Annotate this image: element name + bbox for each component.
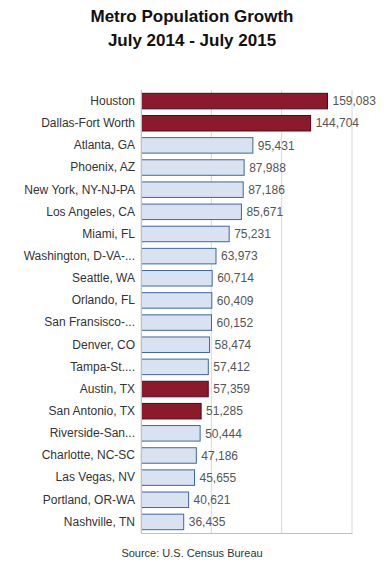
grid-line: [141, 90, 142, 533]
y-tick-label: New York, NY-NJ-PA: [24, 183, 135, 197]
chart-svg: Metro Population Growth July 2014 - July …: [0, 0, 384, 577]
data-label: 87,988: [249, 161, 286, 175]
y-tick: Los Angeles, CA: [46, 205, 141, 219]
x-axis-line: [142, 533, 353, 534]
data-label: 40,621: [194, 493, 231, 507]
y-tick-label: Portland, OR-WA: [43, 493, 135, 507]
y-tick: San Fransisco-...: [44, 315, 141, 329]
y-tick-label: Atlanta, GA: [74, 138, 135, 152]
y-tick-label: Tampa-St....: [70, 360, 135, 374]
y-tick-label: Washington, D-VA-...: [24, 249, 135, 263]
data-label: 95,431: [258, 139, 295, 153]
data-label: 63,973: [221, 249, 258, 263]
data-label: 58,474: [215, 338, 252, 352]
y-tick: Las Vegas, NV: [56, 470, 141, 484]
y-tick-label: San Fransisco-...: [44, 315, 135, 329]
y-tick: Dallas-Fort Worth: [41, 116, 141, 130]
y-axis-line: [141, 91, 142, 534]
y-tick-label: Houston: [90, 94, 135, 108]
bar: [141, 138, 253, 154]
title: Metro Population Growth: [90, 7, 293, 26]
plot: Houston Dallas-Fort Worth Atlanta, GA Phoen…: [24, 90, 377, 534]
y-tick: Atlanta, GA: [74, 138, 141, 152]
y-tick-label: Charlotte, NC-SC: [42, 448, 136, 462]
bar: [141, 271, 212, 287]
data-label: 47,186: [201, 449, 238, 463]
y-tick: Phoenix, AZ: [70, 160, 141, 174]
bar: [141, 182, 243, 198]
y-tick: San Antonio, TX: [48, 404, 141, 418]
data-label: 57,412: [213, 360, 250, 374]
y-tick: Charlotte, NC-SC: [42, 448, 141, 462]
bar: [141, 403, 201, 419]
bar: [141, 359, 208, 375]
bar: [141, 204, 241, 220]
data-label: 60,714: [217, 271, 254, 285]
bar: [141, 337, 210, 353]
y-tick: Tampa-St....: [70, 360, 141, 374]
bar: [141, 160, 244, 176]
data-label: 144,704: [316, 116, 360, 130]
data-label: 85,671: [246, 205, 283, 219]
data-label: 87,186: [248, 183, 285, 197]
data-label: 75,231: [234, 227, 271, 241]
y-tick-label: Riverside-San...: [50, 426, 135, 440]
data-label: 57,359: [213, 382, 250, 396]
y-tick: Denver, CO: [72, 338, 141, 352]
bar: [141, 115, 311, 131]
y-tick-label: Las Vegas, NV: [56, 470, 135, 484]
bar: [141, 448, 196, 464]
data-label: 45,655: [200, 471, 237, 485]
y-tick-label: Denver, CO: [72, 338, 135, 352]
bar: [141, 426, 200, 442]
y-tick: Miami, FL: [82, 227, 141, 241]
grid-line: [281, 90, 282, 533]
bar: [141, 293, 212, 309]
bar: [141, 315, 212, 331]
y-tick-label: Los Angeles, CA: [46, 205, 135, 219]
y-tick: Austin, TX: [80, 382, 141, 396]
y-axis: Houston Dallas-Fort Worth Atlanta, GA Phoen…: [24, 91, 142, 534]
bar: [141, 93, 327, 109]
bar: [141, 470, 195, 486]
subtitle: July 2014 - July 2015: [108, 31, 276, 50]
grid-line: [211, 90, 212, 533]
x-axis: [142, 533, 353, 535]
data-label: 60,409: [217, 294, 254, 308]
bars: [141, 93, 327, 529]
annotation: Source: U.S. Census Bureau: [121, 547, 262, 559]
y-tick: Houston: [90, 94, 141, 108]
y-tick-label: Miami, FL: [82, 227, 135, 241]
data-label: 60,152: [217, 316, 254, 330]
grid: [141, 90, 352, 533]
y-tick-label: Phoenix, AZ: [70, 160, 135, 174]
y-tick-label: Nashville, TN: [64, 515, 135, 529]
y-tick: New York, NY-NJ-PA: [24, 183, 141, 197]
data-label: 36,435: [189, 515, 226, 529]
data-label: 50,444: [205, 427, 242, 441]
data-labels: 159,083 144,704 95,431 87,988 87,186 85,671 75…: [189, 94, 376, 529]
y-tick-label: Dallas-Fort Worth: [41, 116, 135, 130]
y-tick-label: San Antonio, TX: [48, 404, 135, 418]
y-tick: Riverside-San...: [50, 426, 141, 440]
bar: [141, 381, 208, 397]
y-tick-label: Orlando, FL: [72, 293, 136, 307]
bar: [141, 248, 216, 264]
bar: [141, 492, 189, 508]
bar: [141, 226, 229, 242]
y-tick: Washington, D-VA-...: [24, 249, 141, 263]
data-label: 159,083: [332, 94, 376, 108]
grid-line: [352, 90, 353, 533]
y-tick-label: Seattle, WA: [72, 271, 135, 285]
y-tick: Nashville, TN: [64, 515, 141, 529]
data-label: 51,285: [206, 404, 243, 418]
y-tick: Seattle, WA: [72, 271, 141, 285]
y-tick: Orlando, FL: [72, 293, 141, 307]
bar: [141, 514, 184, 530]
y-tick-label: Austin, TX: [80, 382, 135, 396]
chart-container: Metro Population Growth July 2014 - July …: [0, 0, 384, 577]
y-tick: Portland, OR-WA: [43, 493, 141, 507]
